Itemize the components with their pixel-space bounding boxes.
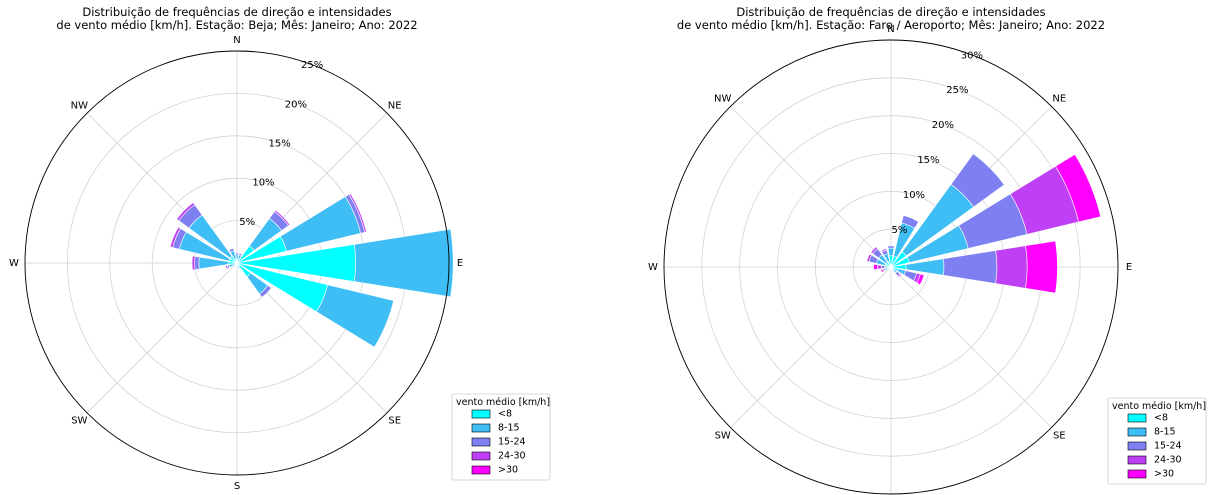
chart-title-line2: de vento médio [km/h]. Estação: Faro / A… (677, 18, 1105, 32)
direction-label-SE: SE (388, 416, 401, 427)
bar-NNE-2 (238, 252, 243, 257)
legend-swatch (471, 409, 491, 419)
direction-label-SW: SW (71, 416, 87, 427)
direction-label-E: E (457, 258, 463, 269)
legend-label: <8 (1154, 413, 1168, 424)
bar-E-2 (942, 250, 998, 284)
bar-WSW-4 (880, 268, 884, 273)
bar-SW-1 (232, 264, 236, 268)
radial-tick-label: 15% (269, 138, 291, 149)
direction-label-N: N (233, 35, 240, 46)
grid-spoke (730, 106, 892, 268)
bar-W-3 (191, 255, 196, 271)
bar-E-3 (995, 245, 1028, 289)
grid-spoke (730, 266, 892, 428)
polar-frame (24, 50, 450, 476)
direction-label-SW: SW (715, 430, 731, 441)
bar-W-2 (194, 256, 200, 270)
bar-ESE-4 (916, 273, 925, 286)
legend: vento médio [km/h]<8 8-15 15-24 24-30 >30 (451, 393, 551, 481)
legend-swatch (1127, 427, 1147, 437)
direction-label-W: W (9, 258, 19, 269)
radial-tick-label: 5% (239, 217, 255, 228)
legend-label: 24-30 (1154, 455, 1182, 466)
legend-swatch (1127, 455, 1147, 465)
radial-tick-label: 5% (892, 225, 908, 236)
bar-NW-3 (176, 202, 196, 222)
direction-label-E: E (1126, 262, 1132, 273)
bar-NNW-2 (228, 247, 235, 253)
direction-label-S: S (234, 481, 240, 492)
legend-swatch (471, 465, 491, 475)
legend-swatch (1127, 469, 1147, 479)
bar-NE-2 (950, 153, 1005, 208)
chart-title-line1: Distribuição de frequências de direção e… (82, 5, 391, 19)
direction-label-NE: NE (388, 100, 402, 111)
direction-label-NE: NE (1052, 94, 1066, 105)
radial-tick-label: 10% (252, 178, 274, 189)
bar-ESE-1 (316, 284, 395, 348)
legend-swatch (1127, 413, 1147, 423)
bar-E-1 (353, 228, 454, 298)
bar-W-1 (884, 265, 888, 269)
legend-label: 8-15 (498, 423, 520, 434)
bar-SSE-1 (237, 266, 241, 270)
windrose-chart-beja: Distribuição de frequências de direção e… (9, 5, 551, 492)
chart-title-line2: de vento médio [km/h]. Estação: Beja; Mê… (56, 18, 417, 32)
bar-SE-3 (897, 273, 902, 278)
legend-label: >30 (498, 465, 518, 476)
chart-title-line1: Distribuição de frequências de direção e… (736, 5, 1045, 19)
legend-title: vento médio [km/h] (1112, 401, 1206, 412)
bar-N-2 (235, 252, 239, 255)
direction-label-N: N (887, 24, 894, 35)
direction-label-W: W (648, 262, 658, 273)
bar-NNW-3 (880, 248, 888, 253)
legend-swatch (471, 437, 491, 447)
bar-SE-2 (259, 285, 272, 298)
direction-label-NW: NW (71, 100, 88, 111)
radial-tick-label: 25% (946, 85, 968, 96)
radial-tick-label: 15% (917, 155, 939, 166)
radial-tick-label: 20% (285, 99, 307, 110)
windrose-chart-faro: Distribuição de frequências de direção e… (648, 5, 1207, 495)
bar-NE-3 (273, 209, 291, 227)
radial-tick-label: 10% (903, 190, 925, 201)
bar-NW-3 (870, 246, 879, 255)
bar-N-1 (887, 247, 895, 257)
bar-ENE-1 (279, 196, 362, 252)
legend-swatch (471, 423, 491, 433)
direction-label-SE: SE (1053, 430, 1066, 441)
direction-label-NW: NW (714, 94, 731, 105)
legend-label: 24-30 (498, 451, 526, 462)
legend-label: 8-15 (1154, 427, 1176, 438)
legend-label: 15-24 (498, 437, 526, 448)
legend-swatch (471, 451, 491, 461)
polar-frame (663, 39, 1119, 495)
radial-tick-label: 30% (961, 50, 983, 61)
legend-label: <8 (498, 409, 512, 420)
grid-spoke (86, 262, 238, 414)
bar-W-3 (877, 264, 882, 270)
bar-ENE-3 (348, 193, 367, 233)
radial-tick-label: 20% (932, 120, 954, 131)
radial-tick-label: 25% (301, 60, 323, 71)
bar-W-2 (880, 265, 886, 269)
legend-swatch (1127, 441, 1147, 451)
legend-label: >30 (1154, 469, 1174, 480)
grid-spoke (890, 266, 1052, 428)
bar-E-4 (1025, 240, 1058, 294)
legend-label: 15-24 (1154, 441, 1182, 452)
bar-WNW-3 (169, 226, 182, 248)
bar-WSW-3 (225, 265, 229, 270)
legend-title: vento médio [km/h] (456, 397, 550, 408)
bar-ENE-4 (1055, 153, 1102, 223)
legend: vento médio [km/h]<8 8-15 15-24 24-30 >30 (1107, 397, 1207, 485)
bar-NNE-2 (901, 215, 920, 229)
bar-SSE-2 (891, 269, 894, 272)
bar-N-2 (887, 245, 895, 249)
bar-WNW-3 (866, 253, 873, 263)
bar-W-4 (873, 263, 878, 271)
